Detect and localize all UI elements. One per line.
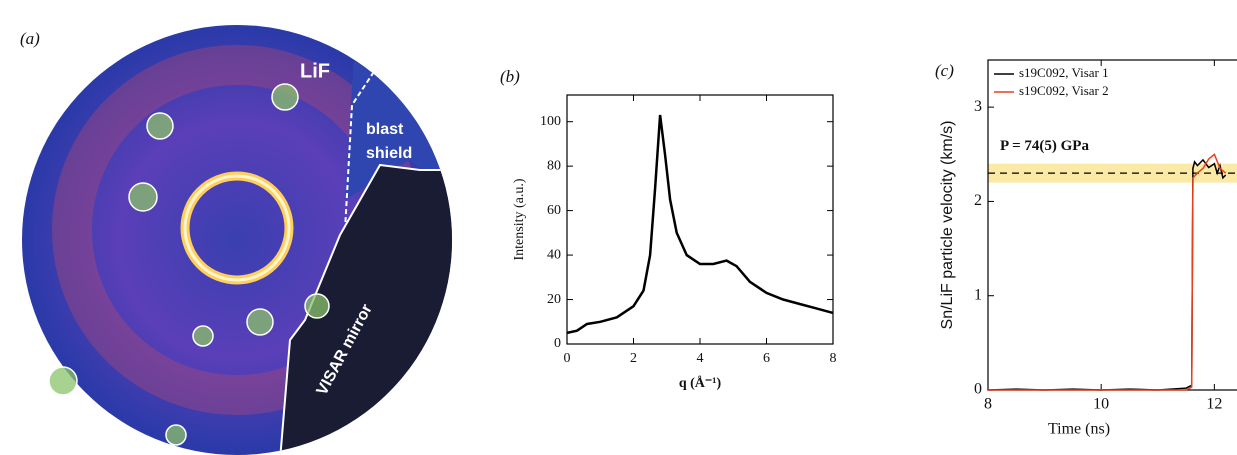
y-tick-label: 0 bbox=[974, 381, 982, 398]
plot-frame bbox=[566, 94, 834, 345]
y-tick-label: 60 bbox=[547, 203, 561, 218]
annotation: P = 74(5) GPa bbox=[1000, 138, 1089, 154]
x-tick-label: 8 bbox=[830, 351, 837, 366]
legend-label: s19C092, Visar 1 bbox=[1019, 65, 1109, 80]
panel-label: (b) bbox=[500, 67, 520, 86]
y-axis-label: Intensity (a.u.) bbox=[512, 178, 527, 260]
x-tick-label: 2 bbox=[630, 351, 637, 366]
y-axis-label: Sn/LiF particle velocity (km/s) bbox=[939, 121, 956, 330]
x-tick-label: 0 bbox=[564, 351, 571, 366]
spot bbox=[128, 182, 158, 212]
diffraction-image: (a) LiF blast shield VISAR mirror bbox=[20, 25, 452, 455]
panel-label: (a) bbox=[20, 29, 40, 48]
y-tick-label: 2 bbox=[974, 192, 982, 209]
spot bbox=[146, 112, 174, 140]
panel-label: (c) bbox=[935, 61, 954, 80]
x-tick-label: 4 bbox=[697, 351, 704, 366]
legend-label: s19C092, Visar 2 bbox=[1019, 83, 1109, 98]
annotation: LiF bbox=[300, 60, 330, 82]
plot-frame bbox=[987, 59, 1237, 391]
annotation: blast bbox=[366, 121, 404, 138]
y-tick-label: 3 bbox=[974, 98, 982, 115]
x-tick-label: 12 bbox=[1206, 396, 1222, 413]
x-tick-label: 6 bbox=[763, 351, 770, 366]
y-tick-label: 0 bbox=[554, 336, 561, 351]
x-axis-label: Time (ns) bbox=[1048, 421, 1110, 438]
spot bbox=[192, 325, 214, 347]
x-axis-label: q (Å⁻¹) bbox=[679, 375, 722, 391]
y-tick-label: 80 bbox=[547, 158, 561, 173]
y-tick-label: 100 bbox=[540, 114, 561, 129]
spot bbox=[165, 424, 187, 446]
spot bbox=[304, 293, 330, 319]
data-line bbox=[987, 158, 1227, 391]
spot bbox=[271, 83, 299, 111]
y-tick-label: 1 bbox=[974, 286, 982, 303]
ring-core bbox=[183, 174, 291, 282]
annotation: shield bbox=[366, 145, 412, 162]
x-tick-label: 10 bbox=[1093, 396, 1109, 413]
shield-edge bbox=[344, 54, 386, 231]
spot bbox=[48, 366, 78, 396]
y-tick-label: 20 bbox=[547, 292, 561, 307]
spot bbox=[246, 308, 274, 336]
data-line bbox=[566, 114, 834, 335]
x-tick-label: 8 bbox=[984, 396, 992, 413]
data-line bbox=[988, 153, 1227, 391]
y-tick-label: 40 bbox=[547, 247, 561, 262]
